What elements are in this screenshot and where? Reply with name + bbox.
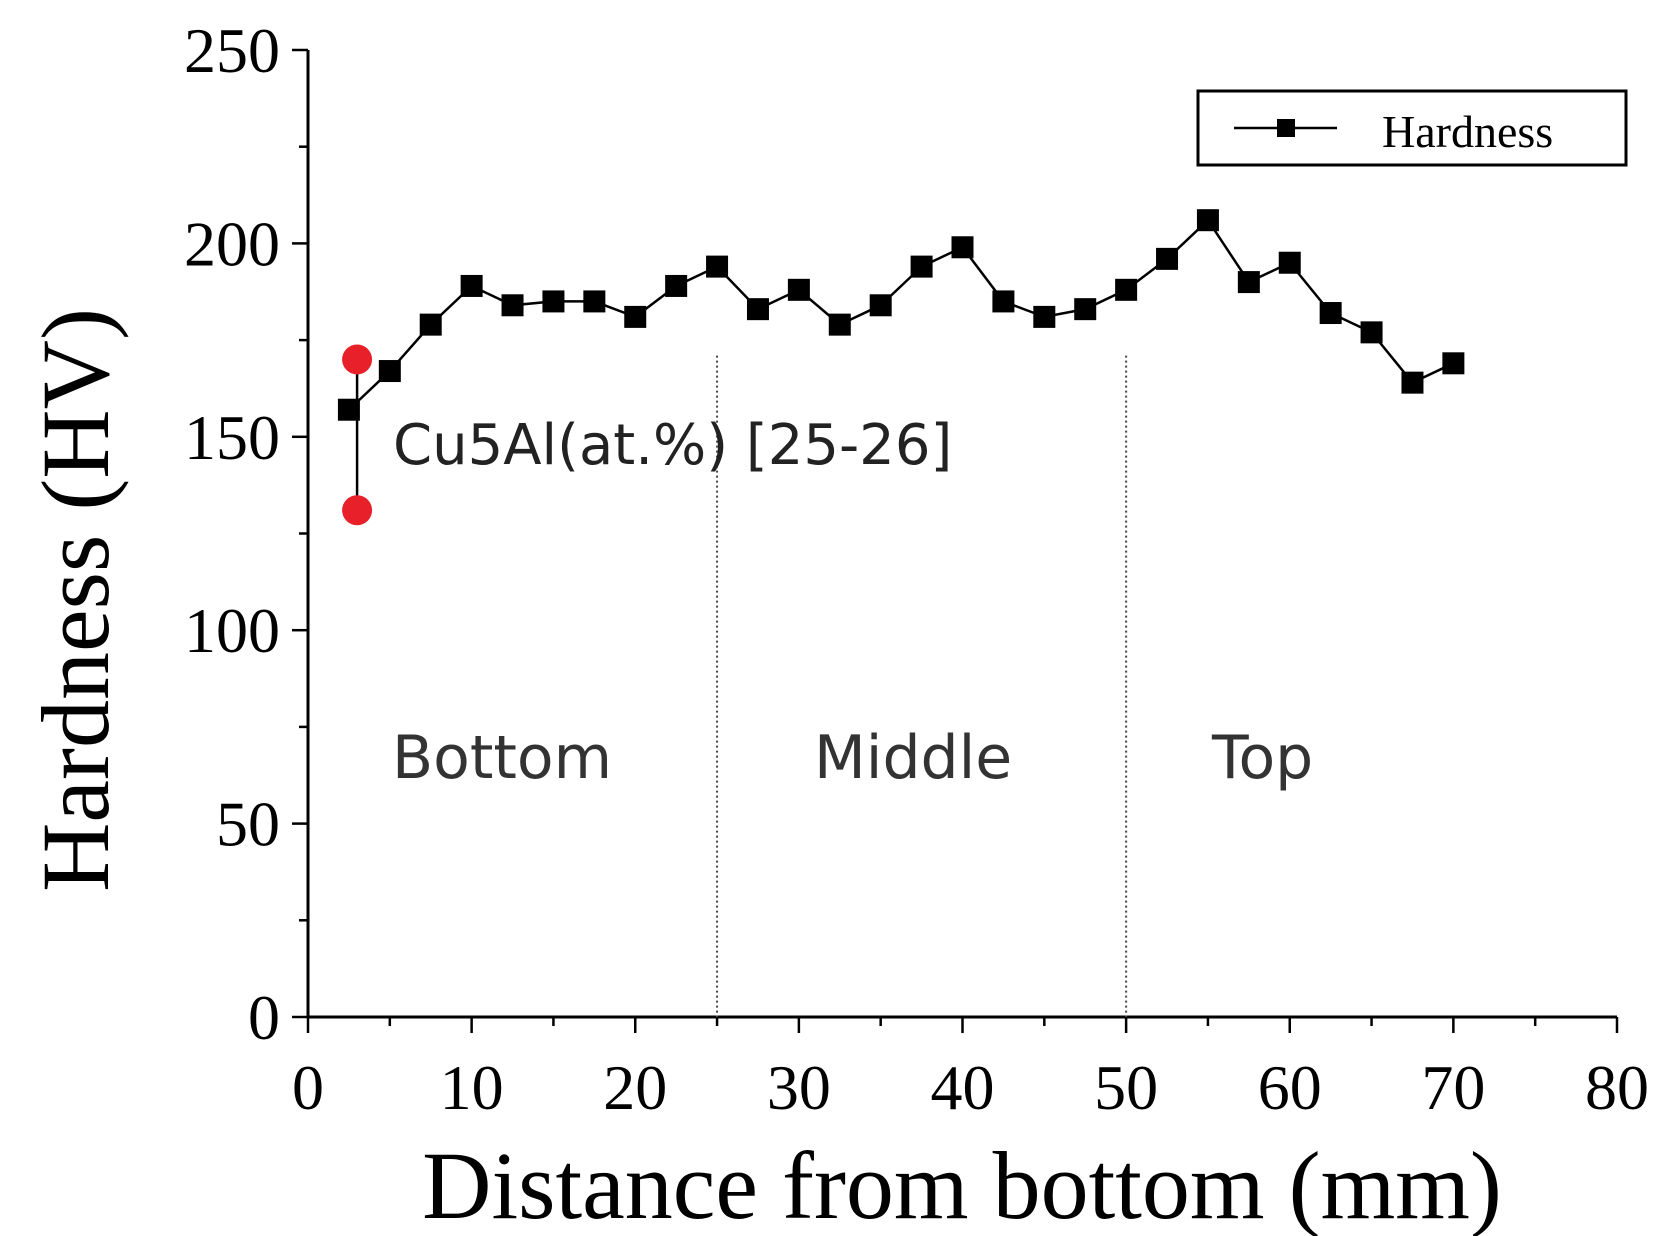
hardness-data-point [1237, 271, 1260, 294]
x-tick-label: 40 [931, 1052, 995, 1123]
hardness-data-point [1033, 305, 1056, 328]
hardness-data-point [1442, 352, 1465, 375]
legend: Hardness [1196, 89, 1628, 167]
hardness-data-point [1401, 371, 1424, 394]
region-dividers [716, 355, 1128, 1017]
legend-label: Hardness [1382, 106, 1553, 157]
hardness-data-point [583, 290, 606, 313]
y-tick-label: 100 [184, 595, 280, 666]
y-tick-label: 150 [184, 402, 280, 473]
hardness-data-point [1156, 247, 1179, 270]
hardness-data-point [1278, 251, 1301, 274]
y-tick-label: 200 [184, 208, 280, 279]
x-axis-title: Distance from bottom (mm) [422, 1132, 1502, 1236]
region-label-bottom: Bottom [392, 723, 612, 793]
hardness-data-point [419, 313, 442, 336]
x-tick-label: 20 [603, 1052, 667, 1123]
x-tick-label: 80 [1585, 1052, 1649, 1123]
reference-point [342, 495, 373, 526]
hardness-data-point [378, 360, 401, 383]
x-tick-label: 0 [292, 1052, 324, 1123]
hardness-data-point [869, 294, 892, 317]
hardness-series-markers [337, 209, 1465, 421]
hardness-data-point [624, 305, 647, 328]
hardness-data-point [1196, 209, 1219, 232]
region-label-top: Top [1211, 723, 1313, 793]
hardness-data-point [460, 274, 483, 297]
hardness-series-line [348, 218, 1454, 411]
hardness-data-point [337, 398, 360, 421]
hardness-data-point [1115, 278, 1138, 301]
hardness-data-point [951, 236, 974, 259]
x-tick-label: 50 [1094, 1052, 1158, 1123]
reference-range [342, 344, 373, 526]
y-tick-label: 0 [248, 982, 280, 1053]
hardness-data-point [787, 278, 810, 301]
y-tick-label: 250 [184, 15, 280, 86]
hardness-data-point [828, 313, 851, 336]
hardness-data-point [910, 255, 933, 278]
reference-point [342, 344, 373, 375]
hardness-data-point [992, 290, 1015, 313]
x-tick-label: 30 [767, 1052, 831, 1123]
x-tick-label: 60 [1258, 1052, 1322, 1123]
hardness-data-point [746, 298, 769, 321]
region-label-middle: Middle [814, 723, 1012, 793]
y-axis-title: Hardness (HV) [22, 308, 129, 892]
y-tick-label: 50 [216, 789, 280, 860]
axis-tick-labels: 0 10 20 30 40 50 60 70 80 0 50 100 150 200 250 [184, 15, 1649, 1123]
x-tick-label: 10 [440, 1052, 504, 1123]
hardness-data-point [706, 255, 729, 278]
x-tick-label: 70 [1421, 1052, 1485, 1123]
hardness-data-point [542, 290, 565, 313]
hardness-data-point [1319, 302, 1342, 325]
reference-label: Cu5Al(at.%) [25-26] [393, 413, 952, 478]
legend-marker [1277, 119, 1295, 137]
hardness-data-point [1360, 321, 1383, 344]
hardness-data-point [665, 274, 688, 297]
hardness-data-point [501, 294, 524, 317]
hardness-data-point [1074, 298, 1097, 321]
axis-ticks [292, 48, 1619, 1033]
